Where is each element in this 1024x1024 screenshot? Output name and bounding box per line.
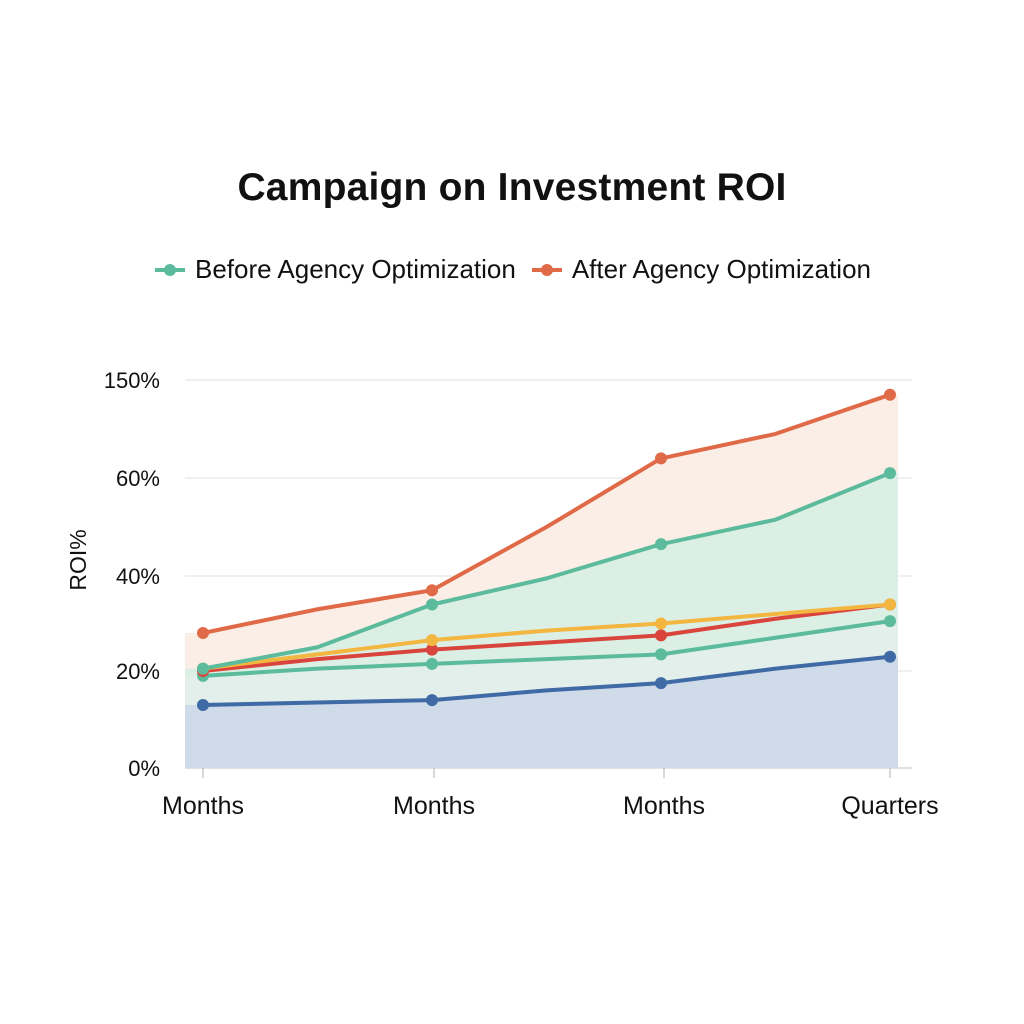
series-line-5 xyxy=(201,654,892,707)
data-point xyxy=(884,467,896,480)
series-line-3 xyxy=(201,602,892,673)
data-point xyxy=(884,650,896,663)
y-axis-label: ROI% xyxy=(65,529,91,590)
series-line-4 xyxy=(201,619,892,678)
data-point xyxy=(426,694,438,707)
data-point xyxy=(197,662,209,675)
data-point xyxy=(884,388,896,401)
legend-marker-after xyxy=(531,263,562,276)
y-tick-label: 20% xyxy=(116,659,160,684)
data-point xyxy=(426,634,438,647)
data-point xyxy=(197,698,209,711)
y-tick-label: 60% xyxy=(116,466,160,491)
legend-label-before: Before Agency Optimization xyxy=(195,254,516,284)
data-point xyxy=(884,598,896,611)
data-point xyxy=(426,643,438,656)
x-tick-label: Quarters xyxy=(841,792,938,820)
data-point xyxy=(655,538,667,551)
data-point xyxy=(655,452,667,465)
axes: 0% 20% 40% 60% 150% Months Months Months Quarter… xyxy=(104,368,939,820)
x-tick-label: Months xyxy=(623,792,705,820)
data-point xyxy=(426,598,438,611)
chart-title: Campaign on Investment ROI xyxy=(237,166,787,209)
y-tick-label: 40% xyxy=(116,564,160,589)
data-point xyxy=(655,629,667,642)
series-line-2 xyxy=(201,602,892,671)
legend: Before Agency Optimization After Agency … xyxy=(0,254,1024,285)
data-point xyxy=(655,677,667,690)
series-area-5 xyxy=(185,656,898,768)
data-point xyxy=(655,617,667,630)
x-tick-label: Months xyxy=(162,792,244,820)
data-point xyxy=(884,615,896,628)
data-point xyxy=(426,657,438,670)
legend-item-after: After Agency Optimization xyxy=(530,254,871,285)
data-point xyxy=(197,627,209,639)
legend-label-after: After Agency Optimization xyxy=(571,254,871,284)
y-tick-label: 0% xyxy=(128,756,160,781)
legend-marker-before xyxy=(155,263,185,276)
series-points xyxy=(197,388,896,711)
legend-item-before: Before Agency Optimization xyxy=(153,254,516,285)
y-tick-label: 150% xyxy=(104,368,160,393)
series-line-0 xyxy=(201,392,892,635)
series-line-1 xyxy=(201,471,892,671)
data-point xyxy=(426,584,438,597)
series-lines xyxy=(201,392,892,707)
data-point xyxy=(655,648,667,661)
x-tick-label: Months xyxy=(393,792,475,820)
